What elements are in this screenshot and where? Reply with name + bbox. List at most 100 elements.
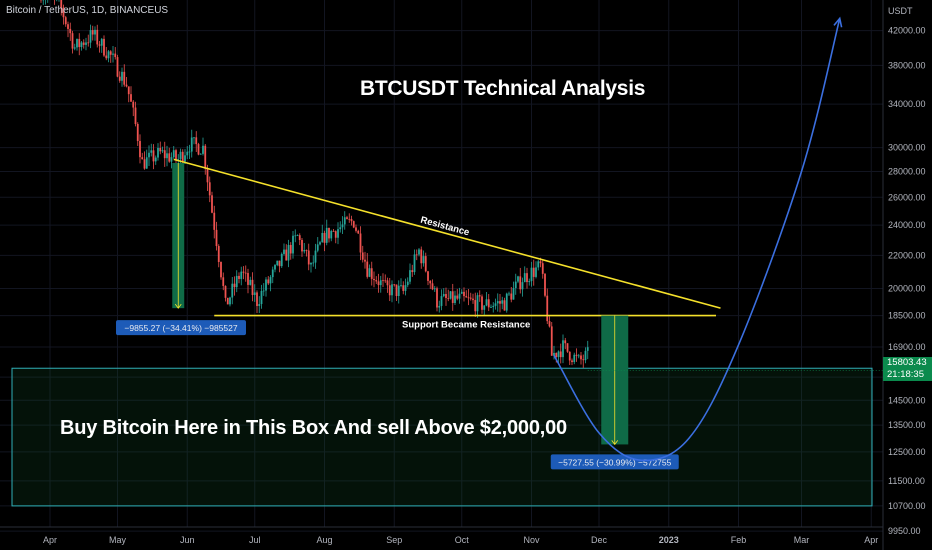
candle-body	[580, 355, 582, 360]
time-tick-label: Feb	[731, 535, 747, 545]
candle-body	[229, 297, 231, 305]
candle-body	[303, 249, 306, 252]
candle-body	[105, 55, 108, 59]
candle-body	[420, 249, 423, 264]
symbol-info[interactable]: Bitcoin / TetherUS, 1D, BINANCEUS	[6, 5, 169, 16]
candle-body	[566, 343, 569, 352]
candle-body	[499, 301, 501, 304]
candle-body	[429, 280, 432, 284]
candle-body	[197, 144, 200, 155]
price-tick-label: 16900.00	[888, 342, 926, 352]
candle-body	[258, 304, 261, 307]
candle-body	[503, 300, 506, 311]
candle-body	[116, 57, 119, 77]
candle-body	[121, 71, 123, 81]
candle-body	[573, 354, 576, 363]
candle-body	[505, 293, 508, 311]
candle-body	[260, 290, 263, 305]
candle-body	[521, 282, 524, 290]
candle-body	[109, 51, 112, 55]
measure-right-label-bg	[550, 454, 679, 470]
candle-body	[481, 296, 483, 310]
candle-body	[296, 235, 299, 237]
candle-body	[413, 254, 416, 273]
candle-body	[231, 283, 234, 298]
candle-body	[514, 281, 517, 289]
candle-body	[134, 107, 137, 125]
projection-arrowhead	[833, 16, 843, 28]
candle-body	[316, 244, 319, 251]
candle-body	[418, 249, 420, 255]
candle-body	[451, 291, 454, 303]
candle-body	[519, 276, 522, 290]
candle-body	[179, 151, 182, 159]
candle-body	[550, 326, 553, 356]
candle-body	[539, 261, 542, 264]
candle-body	[508, 293, 510, 295]
candle-body	[458, 293, 461, 299]
candle-body	[314, 250, 317, 263]
candle-body	[177, 158, 180, 160]
candle-body	[526, 273, 528, 283]
price-tick-label: 42000.00	[888, 26, 926, 36]
candle-body	[409, 270, 411, 282]
candle-body	[103, 38, 105, 56]
candle-body	[64, 17, 67, 25]
candle-body	[159, 147, 162, 152]
support-label: Support Became Resistance	[402, 320, 530, 331]
price-tick-label: 18500.00	[888, 311, 926, 321]
candle-body	[136, 124, 139, 142]
candle-body	[494, 303, 497, 306]
time-tick-label: Mar	[794, 535, 810, 545]
candle-body	[415, 254, 418, 256]
candle-body	[292, 235, 294, 254]
candle-body	[334, 231, 337, 238]
price-tick-label: 34000.00	[888, 99, 926, 109]
candle-body	[276, 260, 279, 266]
candle-body	[467, 297, 470, 299]
candle-body	[226, 297, 229, 305]
candle-body	[172, 150, 175, 158]
candle-body	[152, 150, 155, 162]
chart-title: BTCUSDT Technical Analysis	[360, 77, 646, 100]
candle-body	[150, 150, 153, 153]
candle-body	[206, 168, 209, 183]
price-axis[interactable]: USDT 42000.00 38000.00 34000.00 30000.00 280…	[882, 0, 932, 550]
candle-body	[294, 235, 297, 237]
candle-body	[364, 259, 366, 262]
candle-body	[406, 281, 409, 286]
current-price-badge: 15803.43 21:18:35	[883, 357, 932, 381]
candle-body	[528, 281, 531, 283]
candle-body	[161, 150, 164, 152]
candle-body	[168, 153, 171, 162]
candle-body	[139, 141, 141, 158]
candle-body	[244, 272, 247, 274]
candle-body	[343, 217, 346, 225]
candle-body	[544, 273, 546, 296]
price-tick-label: 30000.00	[888, 143, 926, 153]
measure-left-label-bg	[116, 320, 246, 336]
candle-body	[571, 360, 573, 363]
candle-body	[323, 232, 326, 243]
buy-box-rect	[11, 367, 873, 507]
candle-body	[71, 33, 74, 49]
price-tick-label: 22000.00	[888, 250, 926, 260]
time-axis[interactable]: Apr May Jun Jul Aug Sep Oct Nov Dec 2023 Feb Mar Apr	[0, 526, 883, 545]
candle-body	[564, 340, 567, 344]
candle-body	[190, 137, 193, 152]
time-tick-label: Aug	[316, 535, 332, 545]
price-tick-label: 11500.00	[888, 476, 925, 486]
candle-body	[490, 306, 492, 308]
candle-body	[562, 340, 564, 358]
candle-body	[199, 153, 202, 155]
candle-body	[195, 137, 198, 145]
candle-body	[496, 301, 499, 304]
candle-body	[170, 157, 173, 162]
candle-body	[217, 246, 220, 262]
candle-body	[384, 280, 387, 282]
candle-body	[548, 321, 551, 327]
candle-body	[523, 273, 526, 283]
candle-body	[130, 94, 132, 102]
candle-body	[361, 252, 364, 260]
